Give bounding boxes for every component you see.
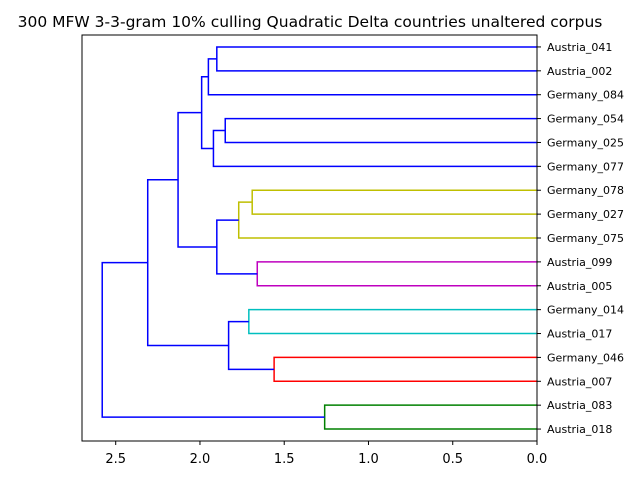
leaf-label: Austria_002	[547, 65, 612, 78]
leaf-label: Germany_027	[547, 208, 624, 221]
leaf-label: Austria_005	[547, 280, 612, 293]
leaf-label: Germany_014	[547, 304, 624, 317]
x-tick-label: 1.0	[358, 452, 379, 467]
x-tick-label: 2.0	[190, 452, 211, 467]
dendrogram-link-l	[273, 356, 537, 383]
leaf-label: Germany_046	[547, 351, 624, 364]
x-tick-label: 1.5	[274, 452, 295, 467]
leaf-label: Austria_017	[547, 328, 612, 341]
leaf-label: Germany_084	[547, 89, 624, 102]
leaf-label: Germany_077	[547, 160, 624, 173]
dendrogram-links	[101, 46, 537, 430]
dendrogram-link-h	[256, 261, 537, 287]
dendrogram-link-c	[224, 117, 537, 144]
x-axis: 2.5 2.0 1.5 1.0 0.5 0.0	[105, 441, 547, 467]
dendrogram-link-a	[216, 46, 537, 72]
leaf-label: Austria_007	[547, 375, 612, 388]
leaf-label: Germany_078	[547, 184, 624, 197]
leaf-label: Austria_099	[547, 256, 612, 269]
x-tick-label: 0.5	[442, 452, 463, 467]
leaf-label: Austria_018	[547, 423, 612, 436]
leaf-label: Austria_041	[547, 41, 612, 54]
dendrogram-link-d	[212, 129, 537, 168]
dendrogram-link-i	[216, 219, 258, 275]
chart-title: 300 MFW 3-3-gram 10% culling Quadratic D…	[18, 13, 603, 31]
dendrogram-link-g	[237, 201, 537, 239]
dendrogram-link-e	[200, 76, 214, 150]
leaf-label: Germany_025	[547, 136, 624, 149]
leaf-labels: Austria_041 Austria_002 Germany_084 Germany…	[537, 41, 624, 436]
dendrogram-link-b	[207, 58, 537, 96]
dendrogram-link-o	[323, 404, 537, 430]
dendrogram-link-k	[248, 308, 537, 335]
x-tick-label: 2.5	[105, 452, 126, 467]
leaf-label: Germany_054	[547, 113, 624, 126]
dendrogram-link-p	[101, 261, 325, 418]
dendrogram-link-f	[251, 189, 537, 215]
x-tick-label: 0.0	[527, 452, 548, 467]
leaf-label: Austria_083	[547, 399, 612, 412]
dendrogram-link-j	[177, 111, 217, 248]
leaf-label: Germany_075	[547, 232, 624, 245]
dendrogram-link-m	[227, 320, 275, 371]
